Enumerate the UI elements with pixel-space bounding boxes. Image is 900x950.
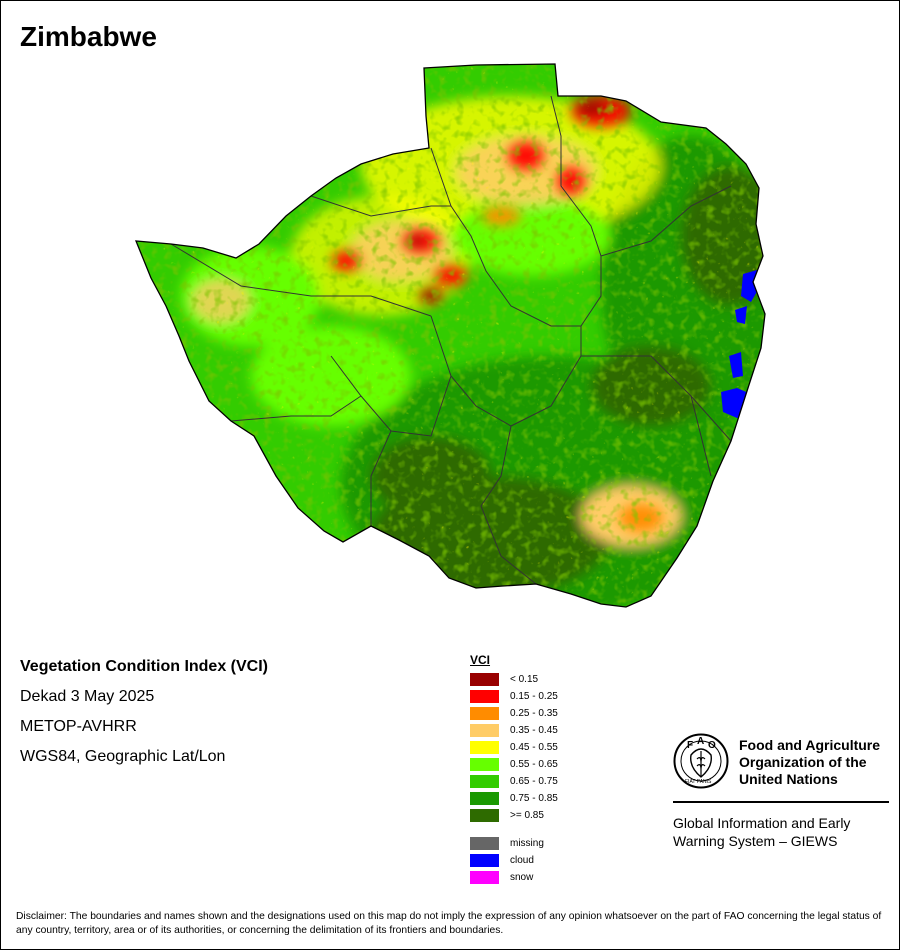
legend-item: 0.55 - 0.65 — [470, 756, 558, 773]
legend-label: < 0.15 — [510, 674, 539, 685]
vci-legend: VCI < 0.15 0.15 - 0.25 0.25 - 0.35 0.35 - 0… — [470, 653, 558, 886]
legend-label: missing — [510, 838, 544, 849]
legend-item: 0.35 - 0.45 — [470, 722, 558, 739]
period-label: Dekad 3 May 2025 — [20, 688, 155, 705]
legend-swatch — [470, 871, 499, 884]
legend-label: >= 0.85 — [510, 810, 544, 821]
legend-item: 0.75 - 0.85 — [470, 790, 558, 807]
giews-line-1: Global Information and Early — [673, 815, 851, 831]
legend-item: 0.25 - 0.35 — [470, 705, 558, 722]
legend-label: snow — [510, 872, 534, 883]
sensor-label: METOP-AVHRR — [20, 718, 137, 735]
legend-swatch — [470, 724, 499, 737]
giews-name: Global Information and Early Warning Sys… — [673, 814, 850, 850]
legend-item: snow — [470, 869, 558, 886]
logo-motto: FIAT PANIS — [685, 779, 712, 785]
legend-item: missing — [470, 835, 558, 852]
vci-raster — [136, 64, 765, 607]
legend-classes: < 0.15 0.15 - 0.25 0.25 - 0.35 0.35 - 0.45 0… — [470, 671, 558, 824]
legend-item: cloud — [470, 852, 558, 869]
giews-line-2: Warning System – GIEWS — [673, 833, 838, 849]
legend-item: 0.15 - 0.25 — [470, 688, 558, 705]
legend-label: 0.35 - 0.45 — [510, 725, 558, 736]
legend-label: 0.55 - 0.65 — [510, 759, 558, 770]
vci-map — [135, 63, 766, 608]
legend-swatch — [470, 837, 499, 850]
legend-swatch — [470, 775, 499, 788]
legend-label: cloud — [510, 855, 534, 866]
disclaimer-text: Disclaimer: The boundaries and names sho… — [16, 911, 882, 936]
index-name: Vegetation Condition Index (VCI) — [20, 658, 268, 675]
org-line-3: United Nations — [739, 771, 838, 787]
legend-item: < 0.15 — [470, 671, 558, 688]
org-line-1: Food and Agriculture — [739, 737, 881, 753]
logo-letter-o: O — [708, 740, 716, 751]
legend-item: 0.45 - 0.55 — [470, 739, 558, 756]
legend-swatch — [470, 792, 499, 805]
legend-swatch — [470, 690, 499, 703]
fao-emblem-icon: F A O FIAT PANIS — [673, 733, 729, 789]
legend-swatch — [470, 809, 499, 822]
legend-label: 0.45 - 0.55 — [510, 742, 558, 753]
legend-swatch — [470, 854, 499, 867]
logo-letter-a: A — [697, 736, 704, 747]
admin-boundaries — [170, 95, 732, 585]
legend-label: 0.15 - 0.25 — [510, 691, 558, 702]
legend-item: >= 0.85 — [470, 807, 558, 824]
legend-label: 0.65 - 0.75 — [510, 776, 558, 787]
legend-swatch — [470, 741, 499, 754]
legend-swatch — [470, 707, 499, 720]
legend-swatch — [470, 673, 499, 686]
map-title: Zimbabwe — [20, 21, 157, 52]
legend-label: 0.25 - 0.35 — [510, 708, 558, 719]
legend-item: 0.65 - 0.75 — [470, 773, 558, 790]
legend-label: 0.75 - 0.85 — [510, 793, 558, 804]
logo-divider — [673, 801, 889, 803]
projection-label: WGS84, Geographic Lat/Lon — [20, 748, 226, 765]
org-line-2: Organization of the — [739, 754, 867, 770]
legend-special: missing cloud snow — [470, 835, 558, 886]
legend-swatch — [470, 758, 499, 771]
logo-letter-f: F — [687, 740, 693, 751]
legend-title: VCI — [470, 653, 491, 667]
map-info: Vegetation Condition Index (VCI) Dekad 3… — [20, 658, 268, 778]
fao-org-name: Food and Agriculture Organization of the… — [739, 737, 880, 788]
